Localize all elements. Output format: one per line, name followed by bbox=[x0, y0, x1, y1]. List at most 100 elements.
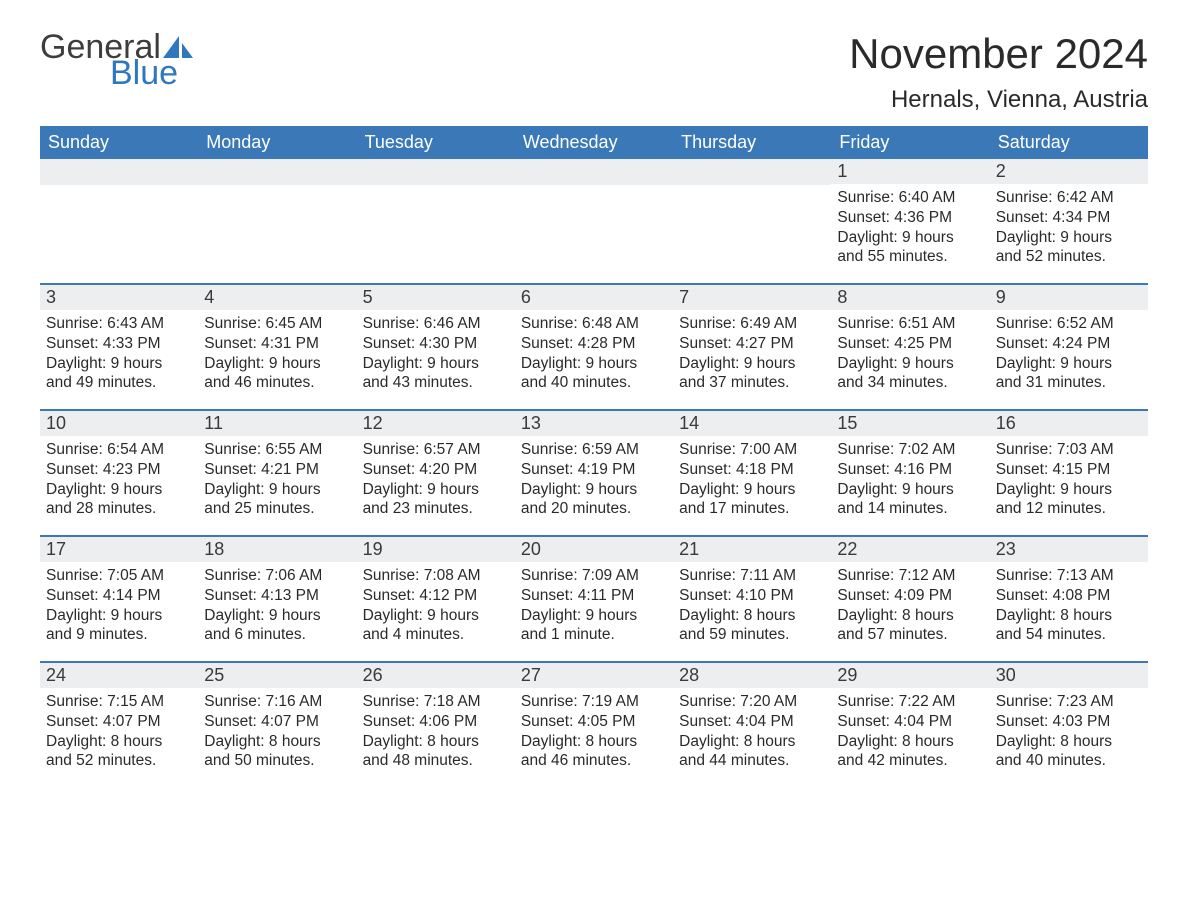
day-body: Sunrise: 7:12 AMSunset: 4:09 PMDaylight:… bbox=[831, 562, 989, 657]
location-title: Hernals, Vienna, Austria bbox=[849, 86, 1148, 114]
day-day2: and 25 minutes. bbox=[204, 499, 350, 519]
day-number: 8 bbox=[831, 285, 989, 310]
day-day2: and 59 minutes. bbox=[679, 625, 825, 645]
day-day2: and 52 minutes. bbox=[46, 751, 192, 771]
day-day1: Daylight: 9 hours bbox=[46, 480, 192, 500]
day-sunrise: Sunrise: 7:23 AM bbox=[996, 692, 1142, 712]
day-body: Sunrise: 7:15 AMSunset: 4:07 PMDaylight:… bbox=[40, 688, 198, 783]
day-sunset: Sunset: 4:28 PM bbox=[521, 334, 667, 354]
day-sunset: Sunset: 4:08 PM bbox=[996, 586, 1142, 606]
day-number bbox=[673, 159, 831, 185]
week-row: 24Sunrise: 7:15 AMSunset: 4:07 PMDayligh… bbox=[40, 661, 1148, 787]
day-cell: 2Sunrise: 6:42 AMSunset: 4:34 PMDaylight… bbox=[990, 159, 1148, 283]
day-body: Sunrise: 7:13 AMSunset: 4:08 PMDaylight:… bbox=[990, 562, 1148, 657]
day-cell: 30 Sunrise: 7:23 AMSunset: 4:03 PMDayligh… bbox=[990, 663, 1148, 787]
day-number: 10 bbox=[40, 411, 198, 436]
day-sunrise: Sunrise: 7:19 AM bbox=[521, 692, 667, 712]
weekday-header: Sunday Monday Tuesday Wednesday Thursday… bbox=[40, 126, 1148, 159]
day-sunset: Sunset: 4:36 PM bbox=[837, 208, 983, 228]
week-row: 10Sunrise: 6:54 AMSunset: 4:23 PMDayligh… bbox=[40, 409, 1148, 535]
day-day1: Daylight: 8 hours bbox=[679, 606, 825, 626]
day-sunset: Sunset: 4:27 PM bbox=[679, 334, 825, 354]
day-day1: Daylight: 8 hours bbox=[46, 732, 192, 752]
day-sunrise: Sunrise: 7:08 AM bbox=[363, 566, 509, 586]
day-number: 30 bbox=[990, 663, 1148, 688]
weekday-saturday: Saturday bbox=[990, 126, 1148, 159]
day-sunset: Sunset: 4:07 PM bbox=[204, 712, 350, 732]
day-day2: and 55 minutes. bbox=[837, 247, 983, 267]
day-body: Sunrise: 7:05 AMSunset: 4:14 PMDaylight:… bbox=[40, 562, 198, 657]
day-body: Sunrise: 6:46 AMSunset: 4:30 PMDaylight:… bbox=[357, 310, 515, 405]
day-sunrise: Sunrise: 6:45 AM bbox=[204, 314, 350, 334]
day-sunrise: Sunrise: 7:12 AM bbox=[837, 566, 983, 586]
day-body: Sunrise: 6:49 AMSunset: 4:27 PMDaylight:… bbox=[673, 310, 831, 405]
day-cell: 24Sunrise: 7:15 AMSunset: 4:07 PMDayligh… bbox=[40, 663, 198, 787]
day-body: Sunrise: 7:02 AMSunset: 4:16 PMDaylight:… bbox=[831, 436, 989, 531]
day-day2: and 12 minutes. bbox=[996, 499, 1142, 519]
day-cell: 10Sunrise: 6:54 AMSunset: 4:23 PMDayligh… bbox=[40, 411, 198, 535]
day-sunset: Sunset: 4:03 PM bbox=[996, 712, 1142, 732]
day-cell: 28Sunrise: 7:20 AMSunset: 4:04 PMDayligh… bbox=[673, 663, 831, 787]
day-number: 7 bbox=[673, 285, 831, 310]
day-day2: and 46 minutes. bbox=[204, 373, 350, 393]
day-day2: and 40 minutes. bbox=[996, 751, 1142, 771]
day-sunset: Sunset: 4:19 PM bbox=[521, 460, 667, 480]
day-cell: 16Sunrise: 7:03 AMSunset: 4:15 PMDayligh… bbox=[990, 411, 1148, 535]
day-day1: Daylight: 9 hours bbox=[837, 354, 983, 374]
day-day1: Daylight: 9 hours bbox=[996, 228, 1142, 248]
day-sunset: Sunset: 4:21 PM bbox=[204, 460, 350, 480]
day-sunset: Sunset: 4:24 PM bbox=[996, 334, 1142, 354]
day-number: 5 bbox=[357, 285, 515, 310]
day-cell: 5Sunrise: 6:46 AMSunset: 4:30 PMDaylight… bbox=[357, 285, 515, 409]
day-number: 14 bbox=[673, 411, 831, 436]
weekday-tuesday: Tuesday bbox=[357, 126, 515, 159]
day-day1: Daylight: 9 hours bbox=[521, 480, 667, 500]
day-day2: and 23 minutes. bbox=[363, 499, 509, 519]
day-cell: 4Sunrise: 6:45 AMSunset: 4:31 PMDaylight… bbox=[198, 285, 356, 409]
day-sunrise: Sunrise: 6:52 AM bbox=[996, 314, 1142, 334]
day-sunrise: Sunrise: 7:13 AM bbox=[996, 566, 1142, 586]
day-sunrise: Sunrise: 7:20 AM bbox=[679, 692, 825, 712]
day-number bbox=[515, 159, 673, 185]
day-body: Sunrise: 6:51 AMSunset: 4:25 PMDaylight:… bbox=[831, 310, 989, 405]
day-day1: Daylight: 9 hours bbox=[363, 354, 509, 374]
header: General Blue November 2024 Hernals, Vien… bbox=[40, 30, 1148, 114]
day-sunrise: Sunrise: 6:55 AM bbox=[204, 440, 350, 460]
day-cell: 9Sunrise: 6:52 AMSunset: 4:24 PMDaylight… bbox=[990, 285, 1148, 409]
day-number: 20 bbox=[515, 537, 673, 562]
day-body: Sunrise: 7:20 AMSunset: 4:04 PMDaylight:… bbox=[673, 688, 831, 783]
day-day1: Daylight: 8 hours bbox=[996, 732, 1142, 752]
month-title: November 2024 bbox=[849, 30, 1148, 78]
day-number bbox=[40, 159, 198, 185]
day-cell: 1Sunrise: 6:40 AMSunset: 4:36 PMDaylight… bbox=[831, 159, 989, 283]
day-number: 11 bbox=[198, 411, 356, 436]
day-cell: 17Sunrise: 7:05 AMSunset: 4:14 PMDayligh… bbox=[40, 537, 198, 661]
day-day2: and 9 minutes. bbox=[46, 625, 192, 645]
day-cell: 26Sunrise: 7:18 AMSunset: 4:06 PMDayligh… bbox=[357, 663, 515, 787]
day-body: Sunrise: 7:18 AMSunset: 4:06 PMDaylight:… bbox=[357, 688, 515, 783]
day-cell: 29Sunrise: 7:22 AMSunset: 4:04 PMDayligh… bbox=[831, 663, 989, 787]
day-sunrise: Sunrise: 6:43 AM bbox=[46, 314, 192, 334]
day-day1: Daylight: 9 hours bbox=[46, 606, 192, 626]
day-body: Sunrise: 7:00 AMSunset: 4:18 PMDaylight:… bbox=[673, 436, 831, 531]
day-number: 22 bbox=[831, 537, 989, 562]
day-day2: and 28 minutes. bbox=[46, 499, 192, 519]
day-sunset: Sunset: 4:25 PM bbox=[837, 334, 983, 354]
day-sunset: Sunset: 4:12 PM bbox=[363, 586, 509, 606]
day-cell: 22Sunrise: 7:12 AMSunset: 4:09 PMDayligh… bbox=[831, 537, 989, 661]
weekday-monday: Monday bbox=[198, 126, 356, 159]
day-body: Sunrise: 6:40 AMSunset: 4:36 PMDaylight:… bbox=[831, 184, 989, 279]
day-day1: Daylight: 9 hours bbox=[996, 354, 1142, 374]
day-body: Sunrise: 7:08 AMSunset: 4:12 PMDaylight:… bbox=[357, 562, 515, 657]
day-day2: and 6 minutes. bbox=[204, 625, 350, 645]
day-body: Sunrise: 6:45 AMSunset: 4:31 PMDaylight:… bbox=[198, 310, 356, 405]
day-sunset: Sunset: 4:20 PM bbox=[363, 460, 509, 480]
day-day1: Daylight: 9 hours bbox=[204, 480, 350, 500]
day-number: 18 bbox=[198, 537, 356, 562]
day-day2: and 48 minutes. bbox=[363, 751, 509, 771]
day-number: 15 bbox=[831, 411, 989, 436]
day-sunrise: Sunrise: 7:05 AM bbox=[46, 566, 192, 586]
day-sunset: Sunset: 4:10 PM bbox=[679, 586, 825, 606]
day-sunset: Sunset: 4:16 PM bbox=[837, 460, 983, 480]
day-day2: and 52 minutes. bbox=[996, 247, 1142, 267]
